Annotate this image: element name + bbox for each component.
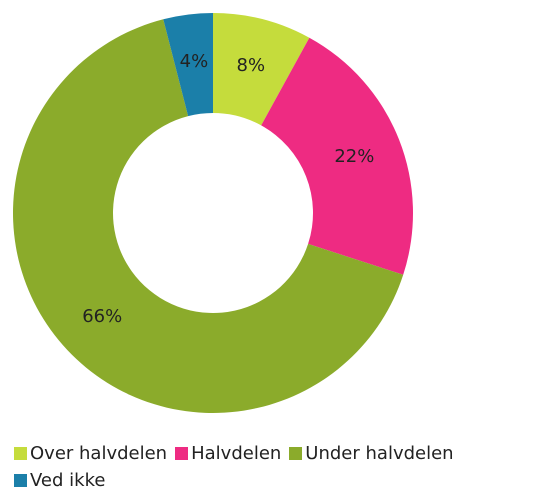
legend-item: Halvdelen	[175, 440, 281, 467]
data-label: 66%	[82, 306, 122, 327]
data-label: 8%	[237, 55, 266, 76]
donut-slice	[13, 19, 404, 413]
chart: 8% 22% 66% 4%	[13, 13, 413, 413]
donut-slice	[213, 13, 310, 126]
legend-label: Halvdelen	[191, 443, 282, 464]
donut-slice	[261, 37, 413, 275]
legend-item: Ved ikke	[14, 467, 105, 488]
data-label: 4%	[180, 51, 209, 72]
data-label: 22%	[334, 146, 374, 167]
legend-swatch	[14, 474, 27, 487]
legend-swatch	[14, 447, 27, 460]
legend-label: Under halvdelen	[305, 443, 454, 464]
legend: Over halvdelen Halvdelen Under halvdelen Ve…	[14, 440, 534, 488]
legend-swatch	[289, 447, 303, 460]
legend-swatch	[175, 447, 189, 460]
legend-item: Under halvdelen	[289, 440, 454, 467]
legend-item: Over halvdelen	[14, 440, 167, 467]
legend-label: Ved ikke	[30, 470, 106, 488]
donut-slice	[163, 13, 213, 117]
legend-label: Over halvdelen	[30, 443, 168, 464]
